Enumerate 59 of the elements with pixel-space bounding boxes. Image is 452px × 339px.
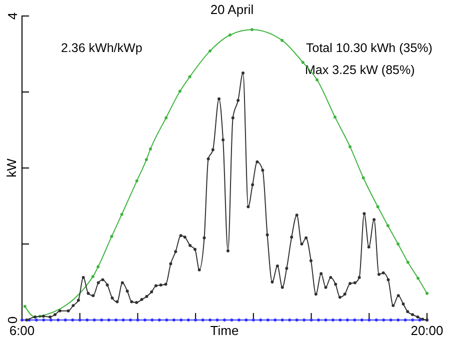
point bbox=[144, 158, 148, 162]
point bbox=[107, 318, 110, 322]
point bbox=[389, 318, 392, 322]
point bbox=[122, 318, 125, 322]
point bbox=[362, 176, 365, 180]
point bbox=[78, 318, 82, 322]
point bbox=[120, 212, 124, 216]
point bbox=[216, 318, 219, 322]
point bbox=[418, 318, 422, 322]
point bbox=[136, 318, 140, 322]
point bbox=[406, 260, 410, 264]
point bbox=[188, 75, 192, 78]
point bbox=[186, 318, 190, 322]
annotation: 2.36 kWh/kWp bbox=[61, 41, 142, 55]
point bbox=[259, 318, 262, 322]
point bbox=[42, 318, 46, 322]
point bbox=[348, 145, 352, 148]
point bbox=[135, 179, 138, 182]
point bbox=[91, 275, 94, 278]
point bbox=[150, 318, 154, 322]
point bbox=[376, 205, 380, 208]
point bbox=[178, 90, 182, 93]
point bbox=[353, 318, 356, 322]
x-tick-label: 6:00 bbox=[9, 323, 35, 338]
point bbox=[250, 28, 254, 32]
point bbox=[301, 60, 304, 64]
point bbox=[295, 318, 298, 322]
point bbox=[280, 318, 284, 322]
point bbox=[208, 49, 212, 52]
x-tick-label: 20:00 bbox=[410, 323, 444, 338]
point bbox=[396, 242, 400, 246]
point bbox=[56, 318, 60, 322]
point bbox=[416, 276, 420, 280]
x-axis-title: Time bbox=[210, 323, 239, 338]
y-tick-label: 4 bbox=[5, 12, 20, 20]
y-tick-label: 0 bbox=[5, 316, 20, 324]
point bbox=[338, 318, 342, 322]
point bbox=[148, 148, 152, 150]
point bbox=[404, 318, 407, 322]
point bbox=[324, 318, 328, 322]
point bbox=[316, 78, 319, 82]
point bbox=[244, 318, 248, 322]
chart-title: 20 April bbox=[210, 2, 254, 17]
point bbox=[280, 38, 284, 42]
point bbox=[96, 265, 100, 268]
point bbox=[92, 318, 96, 322]
point bbox=[334, 116, 336, 119]
point bbox=[310, 318, 313, 322]
point bbox=[228, 34, 232, 36]
point bbox=[20, 318, 24, 322]
point bbox=[230, 318, 234, 322]
point bbox=[426, 292, 428, 295]
point bbox=[110, 234, 114, 238]
point bbox=[201, 318, 204, 322]
annotation: Total 10.30 kWh (35%) bbox=[306, 41, 432, 55]
point bbox=[23, 304, 26, 308]
y-axis-title: kW bbox=[4, 158, 19, 178]
point bbox=[386, 224, 390, 228]
point bbox=[164, 116, 168, 120]
